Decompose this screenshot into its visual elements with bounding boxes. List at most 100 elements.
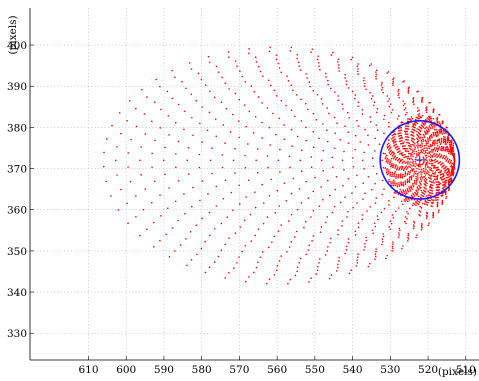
- data-point: [432, 167, 435, 169]
- data-point: [408, 199, 411, 201]
- data-point: [427, 190, 429, 193]
- data-point: [443, 183, 445, 186]
- data-point: [341, 159, 344, 162]
- data-point: [389, 146, 392, 149]
- data-point: [418, 109, 420, 112]
- data-point: [278, 260, 281, 262]
- data-point: [389, 173, 392, 175]
- data-point: [434, 141, 436, 143]
- data-point: [419, 214, 421, 217]
- data-point: [405, 165, 408, 168]
- data-point: [269, 46, 271, 49]
- data-point: [103, 165, 105, 168]
- data-point: [417, 145, 420, 147]
- data-point: [436, 160, 439, 162]
- data-point: [357, 73, 359, 75]
- data-point: [407, 212, 409, 215]
- data-point: [397, 127, 400, 130]
- data-point: [357, 125, 360, 127]
- data-point: [404, 181, 407, 184]
- data-point: [416, 172, 419, 175]
- data-point: [402, 173, 404, 176]
- data-point: [384, 157, 387, 160]
- data-point: [432, 170, 434, 172]
- data-point: [428, 147, 431, 150]
- data-point: [419, 170, 422, 173]
- data-point: [425, 201, 428, 203]
- data-point: [446, 150, 449, 152]
- data-point: [420, 178, 422, 181]
- data-point: [399, 127, 401, 129]
- data-point: [435, 186, 437, 189]
- data-point: [436, 150, 439, 153]
- data-point: [432, 212, 435, 215]
- data-point: [402, 169, 405, 172]
- data-point: [310, 166, 313, 168]
- data-point: [310, 277, 312, 280]
- data-point: [443, 131, 445, 133]
- data-point: [224, 243, 227, 246]
- data-point: [310, 156, 312, 158]
- data-point: [410, 143, 412, 146]
- data-point: [390, 149, 392, 152]
- data-point: [414, 172, 417, 175]
- data-point: [174, 250, 176, 252]
- data-point: [413, 138, 415, 141]
- data-point: [317, 55, 319, 57]
- data-point: [407, 238, 410, 240]
- data-point: [421, 194, 424, 197]
- data-point: [416, 175, 419, 177]
- data-point: [354, 234, 357, 236]
- data-point: [437, 162, 439, 165]
- data-point: [139, 234, 141, 237]
- data-point: [439, 122, 441, 125]
- data-point: [271, 241, 273, 243]
- data-point: [435, 148, 437, 151]
- data-point: [404, 153, 406, 156]
- data-point: [418, 125, 421, 128]
- data-point: [443, 186, 446, 188]
- data-point: [168, 187, 170, 189]
- tick-labels: 610 600 590 580 570 560 550 540 530 520 5103303403…: [7, 40, 476, 376]
- data-point: [450, 174, 452, 176]
- data-point: [322, 169, 324, 172]
- data-point: [436, 120, 439, 123]
- data-point: [418, 128, 420, 131]
- data-point: [437, 183, 439, 186]
- data-point: [415, 177, 417, 180]
- data-point: [211, 147, 213, 149]
- data-point: [171, 227, 174, 229]
- data-point: [421, 191, 423, 194]
- data-point: [442, 181, 444, 184]
- data-point: [417, 90, 419, 93]
- data-point: [434, 150, 437, 152]
- data-point: [415, 116, 418, 119]
- data-point: [269, 144, 272, 146]
- data-point: [441, 203, 443, 205]
- data-point: [419, 133, 421, 136]
- data-point: [392, 241, 394, 243]
- data-point: [392, 184, 395, 187]
- data-point: [290, 192, 293, 195]
- data-point: [127, 152, 130, 154]
- scatter-points: [103, 46, 456, 285]
- data-point: [389, 161, 391, 164]
- data-point: [418, 184, 420, 187]
- data-point: [444, 193, 447, 195]
- data-point: [437, 171, 440, 174]
- data-point: [432, 216, 434, 219]
- data-point: [151, 166, 153, 168]
- data-point: [383, 118, 385, 121]
- data-point: [387, 172, 390, 175]
- data-point: [406, 133, 409, 136]
- data-point: [215, 135, 218, 138]
- data-point: [441, 202, 444, 204]
- data-point: [433, 147, 436, 149]
- data-point: [431, 155, 433, 157]
- data-point: [381, 159, 383, 162]
- data-point: [391, 140, 394, 142]
- data-point: [442, 156, 445, 158]
- data-point: [415, 153, 418, 155]
- data-point: [335, 270, 338, 272]
- data-point: [347, 111, 349, 114]
